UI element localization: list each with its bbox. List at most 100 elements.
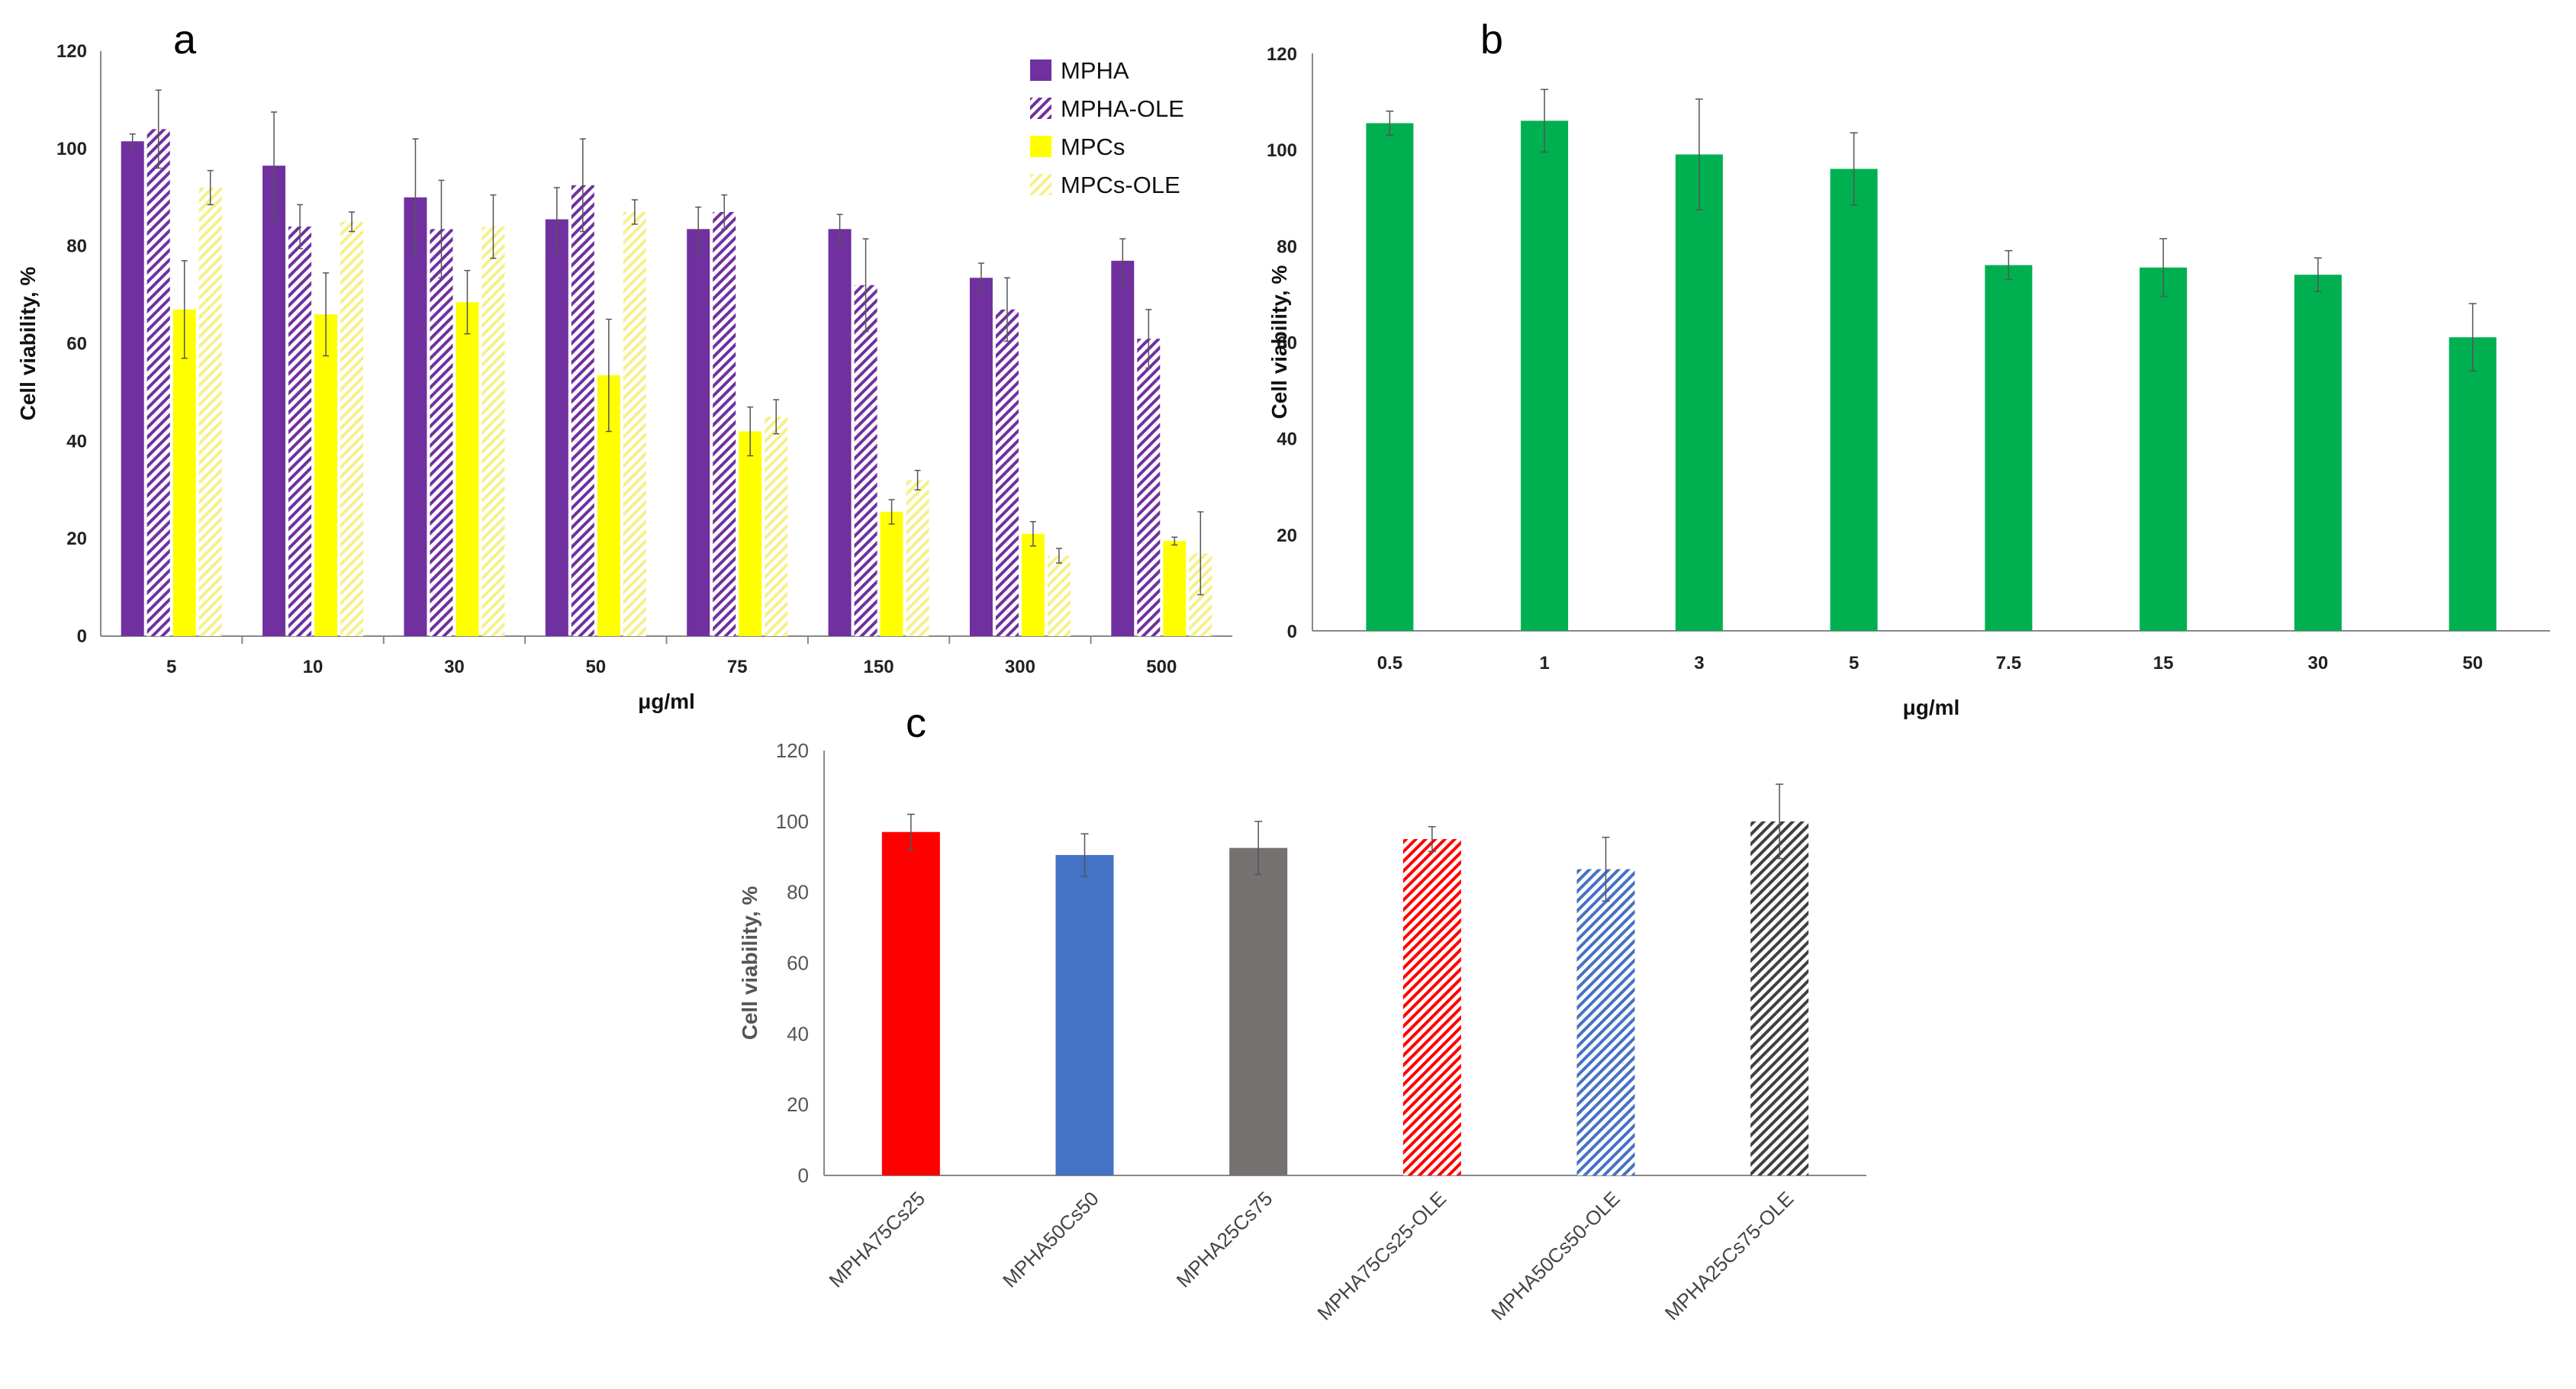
bar (1830, 169, 1878, 631)
x-tick-label: 5 (1849, 653, 1859, 674)
bar (1750, 821, 1809, 1175)
x-tick-label: MPHA50Cs50-OLE (1486, 1187, 1624, 1325)
bar (969, 278, 993, 636)
y-tick-label: 120 (776, 739, 809, 762)
bar (404, 197, 427, 636)
bar (121, 141, 144, 636)
bar (881, 831, 940, 1175)
x-axis-label: μg/ml (638, 690, 695, 713)
bar (571, 185, 594, 637)
x-tick-label: 150 (864, 657, 894, 677)
chart-panel-c: 0 20 40 60 80 100 120 MPHA75Cs25 MPHA50Cs50 MPHA2… (738, 700, 1866, 1325)
legend-label: MPHA-OLE (1061, 95, 1184, 122)
x-tick-label: 500 (1146, 657, 1177, 677)
bar (1675, 154, 1723, 632)
bar (456, 302, 479, 636)
panel-label: b (1480, 17, 1503, 63)
x-tick-label: 10 (303, 657, 324, 677)
y-tick-label: 120 (1267, 44, 1297, 65)
y-tick-label: 80 (787, 881, 809, 904)
legend-swatch (1030, 59, 1051, 81)
bar (340, 221, 364, 636)
bar (2294, 275, 2342, 631)
y-tick-label: 100 (1267, 140, 1297, 161)
bar (1021, 533, 1045, 636)
bar (2140, 267, 2188, 631)
y-tick-label: 100 (776, 810, 809, 833)
x-tick-label: MPHA75Cs25-OLE (1312, 1187, 1451, 1325)
panel-label: c (906, 700, 926, 746)
y-tick-label: 60 (1277, 333, 1297, 354)
bar (1163, 541, 1187, 636)
y-tick-label: 0 (798, 1164, 809, 1187)
y-tick-label: 0 (77, 626, 87, 647)
y-tick-label: 60 (787, 952, 809, 975)
bar (828, 229, 852, 636)
x-tick-label: 7.5 (1996, 653, 2021, 674)
x-tick-label: 0.5 (1377, 653, 1402, 674)
bar (1985, 265, 2033, 631)
y-tick-label: 40 (66, 431, 87, 452)
x-tick-label: 50 (585, 657, 606, 677)
bar (2449, 337, 2497, 631)
bar (739, 431, 762, 636)
chart-panel-b: 0 20 40 60 80 100 120 0.5 1 3 5 7.5 15 30 50 μg/ml Cell … (1267, 17, 2550, 719)
bar (288, 227, 312, 637)
y-tick-label: 120 (56, 41, 87, 62)
x-tick-label: 1 (1539, 653, 1549, 674)
x-tick-label: 3 (1694, 653, 1704, 674)
y-axis-label: Cell viability, % (1267, 265, 1291, 420)
bar (623, 211, 646, 636)
bar (1055, 854, 1114, 1175)
bar (687, 229, 710, 636)
bar (1576, 869, 1635, 1175)
legend-label: MPCs-OLE (1061, 172, 1180, 198)
x-tick-label: 300 (1005, 657, 1035, 677)
bar (1521, 121, 1569, 632)
y-tick-label: 0 (1287, 622, 1297, 642)
x-tick-label: MPHA75Cs25 (824, 1187, 929, 1292)
bar (1366, 123, 1414, 632)
bar (1229, 847, 1288, 1175)
bar (765, 416, 788, 636)
x-tick-label: 5 (166, 657, 176, 677)
legend-swatch (1030, 174, 1051, 195)
bar (854, 285, 877, 636)
x-tick-label: 30 (444, 657, 465, 677)
x-tick-label: MPHA25Cs75 (1172, 1187, 1277, 1292)
legend-swatch (1030, 98, 1051, 119)
y-axis-label: Cell viability, % (16, 267, 40, 421)
x-tick-label: 30 (2308, 653, 2329, 674)
bar (147, 129, 170, 636)
chart-panel-a: 0 20 40 60 80 100 120 5 10 30 50 75 150 300 500 μg/ml Ce… (16, 17, 1232, 713)
y-tick-label: 40 (1277, 429, 1297, 450)
x-tick-label: 75 (727, 657, 748, 677)
legend-label: MPCs (1061, 133, 1125, 160)
panel-label: a (173, 17, 197, 63)
bar (545, 219, 568, 636)
x-axis-label: μg/ml (1903, 696, 1960, 719)
bar (906, 480, 929, 636)
bar (172, 309, 196, 636)
y-tick-label: 100 (56, 139, 87, 159)
y-tick-label: 60 (66, 334, 87, 355)
bar (314, 314, 338, 636)
bar (880, 512, 903, 636)
bar (1111, 260, 1135, 636)
bar (1047, 555, 1071, 636)
x-tick-label: 15 (2153, 653, 2174, 674)
y-tick-label: 20 (787, 1093, 809, 1116)
legend-swatch (1030, 136, 1051, 157)
bar (1137, 339, 1161, 636)
y-axis-label: Cell viability, % (738, 886, 762, 1040)
y-tick-label: 40 (787, 1022, 809, 1045)
bar (430, 229, 453, 636)
bar (481, 227, 505, 637)
x-tick-label: MPHA50Cs50 (998, 1187, 1103, 1292)
bar (995, 309, 1019, 636)
legend-label: MPHA (1061, 57, 1129, 84)
x-tick-label: 50 (2462, 653, 2483, 674)
bar (713, 211, 736, 636)
